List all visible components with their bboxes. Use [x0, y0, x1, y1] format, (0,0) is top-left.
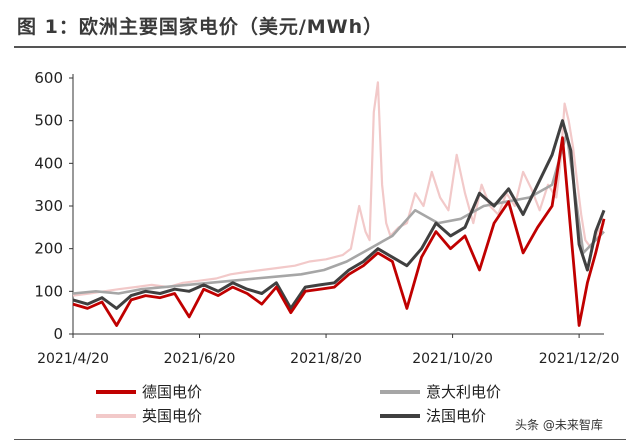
y-tick-label: 100 [34, 282, 63, 300]
y-tick-label: 600 [34, 69, 63, 87]
y-tick-label: 500 [34, 112, 63, 130]
chart-title: 图 1：欧洲主要国家电价（美元/MWh） [17, 16, 384, 38]
x-tick-label: 2021/6/20 [164, 351, 236, 367]
x-tick-label: 2021/10/20 [412, 351, 493, 367]
watermark: 头条 @未来智库 [512, 415, 606, 434]
title-rule [14, 46, 626, 48]
series-line-1 [72, 81, 605, 297]
x-tick-label: 2021/4/20 [37, 351, 109, 367]
x-tick-label: 2021/8/20 [290, 351, 362, 367]
series-line-4 [72, 136, 606, 327]
y-tick-label: 200 [34, 240, 63, 258]
y-tick-label: 400 [34, 154, 63, 172]
y-tick-label: 0 [53, 325, 63, 343]
bottom-rule [14, 439, 626, 440]
x-tick-label: 2021/12/20 [539, 351, 620, 367]
y-tick-label: 300 [34, 197, 63, 215]
series-line-3 [72, 119, 606, 310]
